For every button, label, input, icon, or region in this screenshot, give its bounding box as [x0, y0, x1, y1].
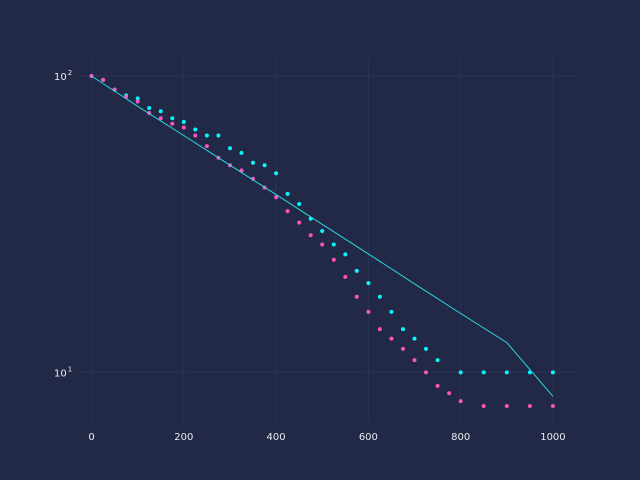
- grid-layer: [80, 58, 576, 422]
- series-1-point: [331, 257, 336, 262]
- series-0-point: [401, 327, 405, 332]
- series-1-point: [297, 220, 302, 225]
- series-0-point: [239, 150, 244, 155]
- series-0-point: [297, 202, 302, 206]
- series-0-point: [354, 268, 359, 273]
- series-1-points: [89, 74, 555, 408]
- series-0-point: [412, 336, 417, 341]
- series-0-point: [343, 252, 348, 257]
- series-0-point: [204, 133, 209, 138]
- y-tick-label: 102: [54, 69, 72, 83]
- series-1-point: [204, 144, 209, 149]
- series-1-point: [412, 358, 417, 363]
- series-0-point: [481, 370, 486, 375]
- series-1-point: [181, 125, 186, 130]
- series-0-point: [550, 370, 555, 375]
- series-1-point: [527, 404, 532, 408]
- series-2-line: [91, 75, 554, 397]
- series-1-point: [285, 209, 290, 214]
- series-0-point: [389, 309, 394, 314]
- series-1-point: [101, 77, 106, 82]
- x-tick-label: 1000: [540, 432, 565, 443]
- y-tick-exponent: 2: [68, 69, 72, 77]
- x-tick-label: 400: [267, 432, 286, 443]
- series-1-point: [135, 99, 140, 104]
- series-1-point: [447, 391, 452, 396]
- series-0-point: [504, 370, 509, 375]
- x-axis-tick-labels: 0 200 400 600 800 1000: [88, 432, 565, 443]
- series-0-point: [262, 163, 267, 168]
- series-1-point: [308, 233, 313, 238]
- series-0-point: [147, 106, 152, 110]
- x-tick-label: 800: [451, 432, 470, 443]
- series-0-point: [331, 242, 336, 247]
- series-1-point: [458, 399, 463, 404]
- series-0-point: [251, 160, 255, 165]
- series-1-point: [504, 404, 509, 408]
- series-1-point: [193, 133, 198, 138]
- series-layer: [89, 74, 555, 408]
- series-0-point: [274, 171, 279, 176]
- x-tick-label: 200: [174, 432, 193, 443]
- series-1-point: [343, 274, 348, 279]
- series-1-point: [366, 309, 371, 314]
- series-1-point: [354, 294, 359, 299]
- x-tick-label: 0: [88, 432, 94, 443]
- y-tick-label: 101: [54, 365, 72, 379]
- series-1-point: [274, 195, 279, 200]
- y-tick-base: 10: [54, 72, 67, 83]
- series-0-point: [320, 229, 325, 233]
- series-1-point: [401, 346, 405, 351]
- series-0-point: [135, 96, 140, 101]
- series-0-point: [366, 281, 371, 286]
- series-1-point: [389, 336, 394, 341]
- series-1-point: [550, 404, 555, 408]
- series-1-point: [481, 404, 486, 408]
- y-tick-exponent: 1: [68, 365, 72, 373]
- series-1-point: [320, 242, 325, 247]
- series-0-point: [181, 119, 186, 124]
- y-tick-base: 10: [54, 368, 67, 379]
- series-0-point: [193, 127, 198, 132]
- series-0-point: [285, 191, 290, 196]
- series-0-point: [377, 294, 382, 299]
- series-0-point: [170, 116, 175, 121]
- series-1-point: [170, 121, 175, 126]
- series-0-point: [216, 133, 221, 138]
- series-0-point: [458, 370, 463, 375]
- x-tick-label: 600: [359, 432, 378, 443]
- series-0-point: [228, 146, 232, 151]
- series-1-point: [377, 327, 382, 332]
- series-0-point: [158, 109, 163, 114]
- series-1-point: [435, 383, 440, 388]
- series-0-point: [435, 358, 440, 363]
- series-0-point: [424, 346, 428, 351]
- series-1-point: [424, 370, 428, 375]
- series-1-point: [158, 116, 163, 121]
